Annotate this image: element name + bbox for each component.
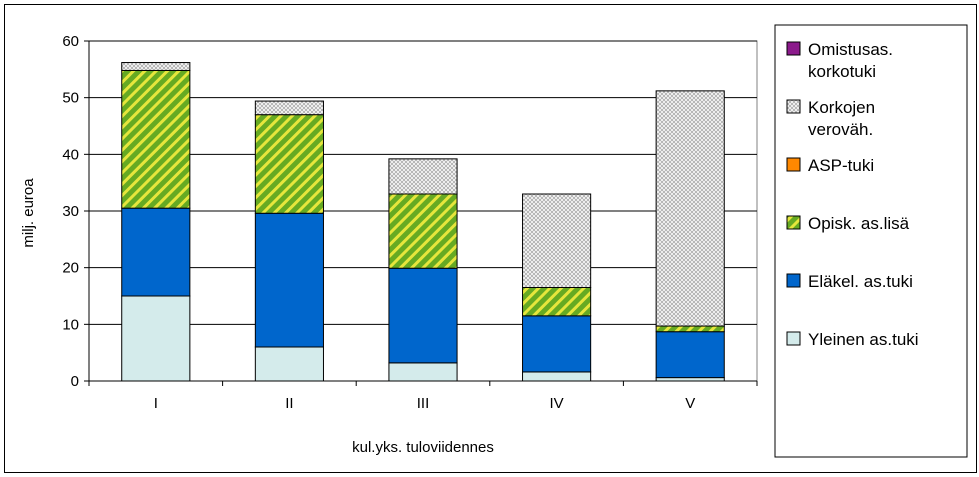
y-axis-title: milj. euroa [20,178,37,248]
bar-segment [655,325,725,333]
legend-swatch [786,273,801,288]
legend-label: Korkojen [808,98,875,117]
bar-segment [254,114,324,214]
bar-segment [121,62,191,71]
x-tick-label: V [685,395,695,412]
legend: Omistusas. korkotuki Korkojen veroväh. ASP-t… [774,24,968,458]
bar-segment [655,331,725,379]
bar-segment [254,100,324,116]
legend-label: korkotuki [808,62,876,81]
y-tick-label: 60 [62,33,79,50]
bar-segment [655,90,725,327]
bar-segment [522,287,592,317]
bar-segment [254,212,324,348]
bar-segment [388,193,458,269]
legend-swatch [786,41,801,56]
x-tick-label: I [154,395,158,412]
bar-segment [522,371,592,382]
x-axis-title: kul.yks. tuloviidennes [352,439,494,456]
bar-segment [388,362,458,382]
x-tick-label: IV [550,395,564,412]
legend-label: Opisk. as.lisä [808,214,910,233]
bar-segment [655,377,725,382]
legend-swatch [786,331,801,346]
legend-box [774,24,968,458]
chart-frame: 0 10 20 30 40 50 60 I II III IV V milj. euroa kul.y… [4,4,977,473]
bar-segment [254,346,324,382]
y-tick-label: 0 [71,373,79,390]
y-tick-label: 50 [62,90,79,107]
legend-label: Omistusas. [808,40,893,59]
legend-label: Yleinen as.tuki [808,330,919,349]
y-tick-label: 20 [62,260,79,277]
bar-segment [121,207,191,297]
legend-swatch [786,157,801,172]
legend-swatch [786,99,801,114]
x-tick-label: II [285,395,293,412]
legend-swatch [786,215,801,230]
x-tick-label: III [417,395,430,412]
bar-segment [121,69,191,209]
y-tick-label: 40 [62,146,79,163]
y-tick-label: 10 [62,316,79,333]
bar-segment [522,193,592,288]
bar-segment [522,315,592,373]
legend-label: ASP-tuki [808,156,874,175]
y-tick-label: 30 [62,203,79,220]
legend-label: Eläkel. as.tuki [808,272,913,291]
legend-label: veroväh. [808,120,873,139]
bar-segment [388,158,458,195]
bar-segment [121,295,191,382]
bar-segment [388,267,458,364]
